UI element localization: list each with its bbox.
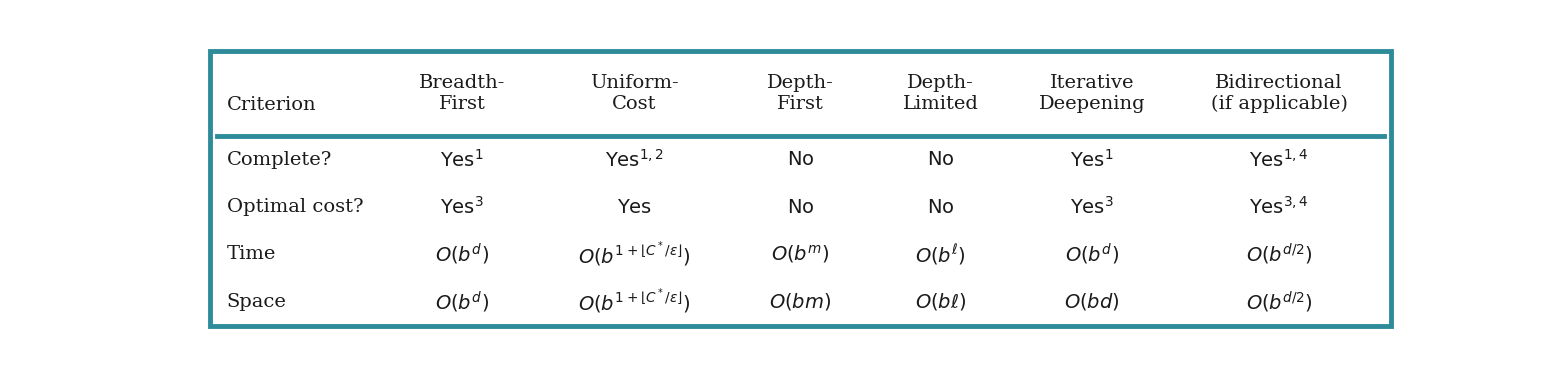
Text: $\mathrm{No}$: $\mathrm{No}$: [787, 150, 814, 169]
Text: $O(b^\ell)$: $O(b^\ell)$: [915, 242, 965, 267]
Text: $O(b^{1+\lfloor C^*/\epsilon \rfloor})$: $O(b^{1+\lfloor C^*/\epsilon \rfloor})$: [578, 288, 690, 316]
Text: $\mathrm{Yes}$: $\mathrm{Yes}$: [617, 197, 651, 217]
Text: Depth-
Limited: Depth- Limited: [903, 74, 978, 113]
Text: $O(b\ell)$: $O(b\ell)$: [915, 291, 967, 312]
Text: $O(bm)$: $O(bm)$: [770, 291, 831, 312]
Text: $\mathrm{Yes}^{1,4}$: $\mathrm{Yes}^{1,4}$: [1250, 149, 1309, 171]
Text: Depth-
First: Depth- First: [767, 74, 834, 113]
Text: $O(b^d)$: $O(b^d)$: [436, 242, 489, 267]
Text: $\mathrm{Yes}^3$: $\mathrm{Yes}^3$: [1070, 196, 1114, 218]
Text: $O(b^{1+\lfloor C^*/\epsilon \rfloor})$: $O(b^{1+\lfloor C^*/\epsilon \rfloor})$: [578, 240, 690, 269]
Text: $O(b^d)$: $O(b^d)$: [436, 289, 489, 315]
Text: Breadth-
First: Breadth- First: [419, 74, 505, 113]
Text: $\mathrm{No}$: $\mathrm{No}$: [926, 150, 954, 169]
FancyBboxPatch shape: [209, 50, 1392, 326]
Text: $O(bd)$: $O(bd)$: [1064, 291, 1120, 312]
Text: $\mathrm{No}$: $\mathrm{No}$: [926, 197, 954, 217]
Text: Complete?: Complete?: [226, 151, 333, 169]
Text: $O(b^{d/2})$: $O(b^{d/2})$: [1245, 289, 1312, 315]
Text: $O(b^m)$: $O(b^m)$: [772, 243, 829, 266]
Text: Iterative
Deepening: Iterative Deepening: [1039, 74, 1145, 113]
Text: Bidirectional
(if applicable): Bidirectional (if applicable): [1211, 74, 1348, 113]
Text: $O(b^{d/2})$: $O(b^{d/2})$: [1245, 242, 1312, 267]
Text: Time: Time: [226, 245, 276, 264]
Text: $\mathrm{Yes}^3$: $\mathrm{Yes}^3$: [440, 196, 484, 218]
Text: $\mathrm{No}$: $\mathrm{No}$: [787, 197, 814, 217]
Text: Criterion: Criterion: [226, 96, 317, 114]
Text: $\mathrm{Yes}^{3,4}$: $\mathrm{Yes}^{3,4}$: [1250, 196, 1309, 218]
Text: $\mathrm{Yes}^1$: $\mathrm{Yes}^1$: [440, 149, 484, 171]
Text: Optimal cost?: Optimal cost?: [226, 198, 364, 216]
Text: Uniform-
Cost: Uniform- Cost: [590, 74, 678, 113]
Text: $\mathrm{Yes}^1$: $\mathrm{Yes}^1$: [1070, 149, 1114, 171]
Text: Space: Space: [226, 293, 286, 311]
Text: $\mathrm{Yes}^{1,2}$: $\mathrm{Yes}^{1,2}$: [604, 149, 664, 171]
Text: $O(b^d)$: $O(b^d)$: [1065, 242, 1120, 267]
